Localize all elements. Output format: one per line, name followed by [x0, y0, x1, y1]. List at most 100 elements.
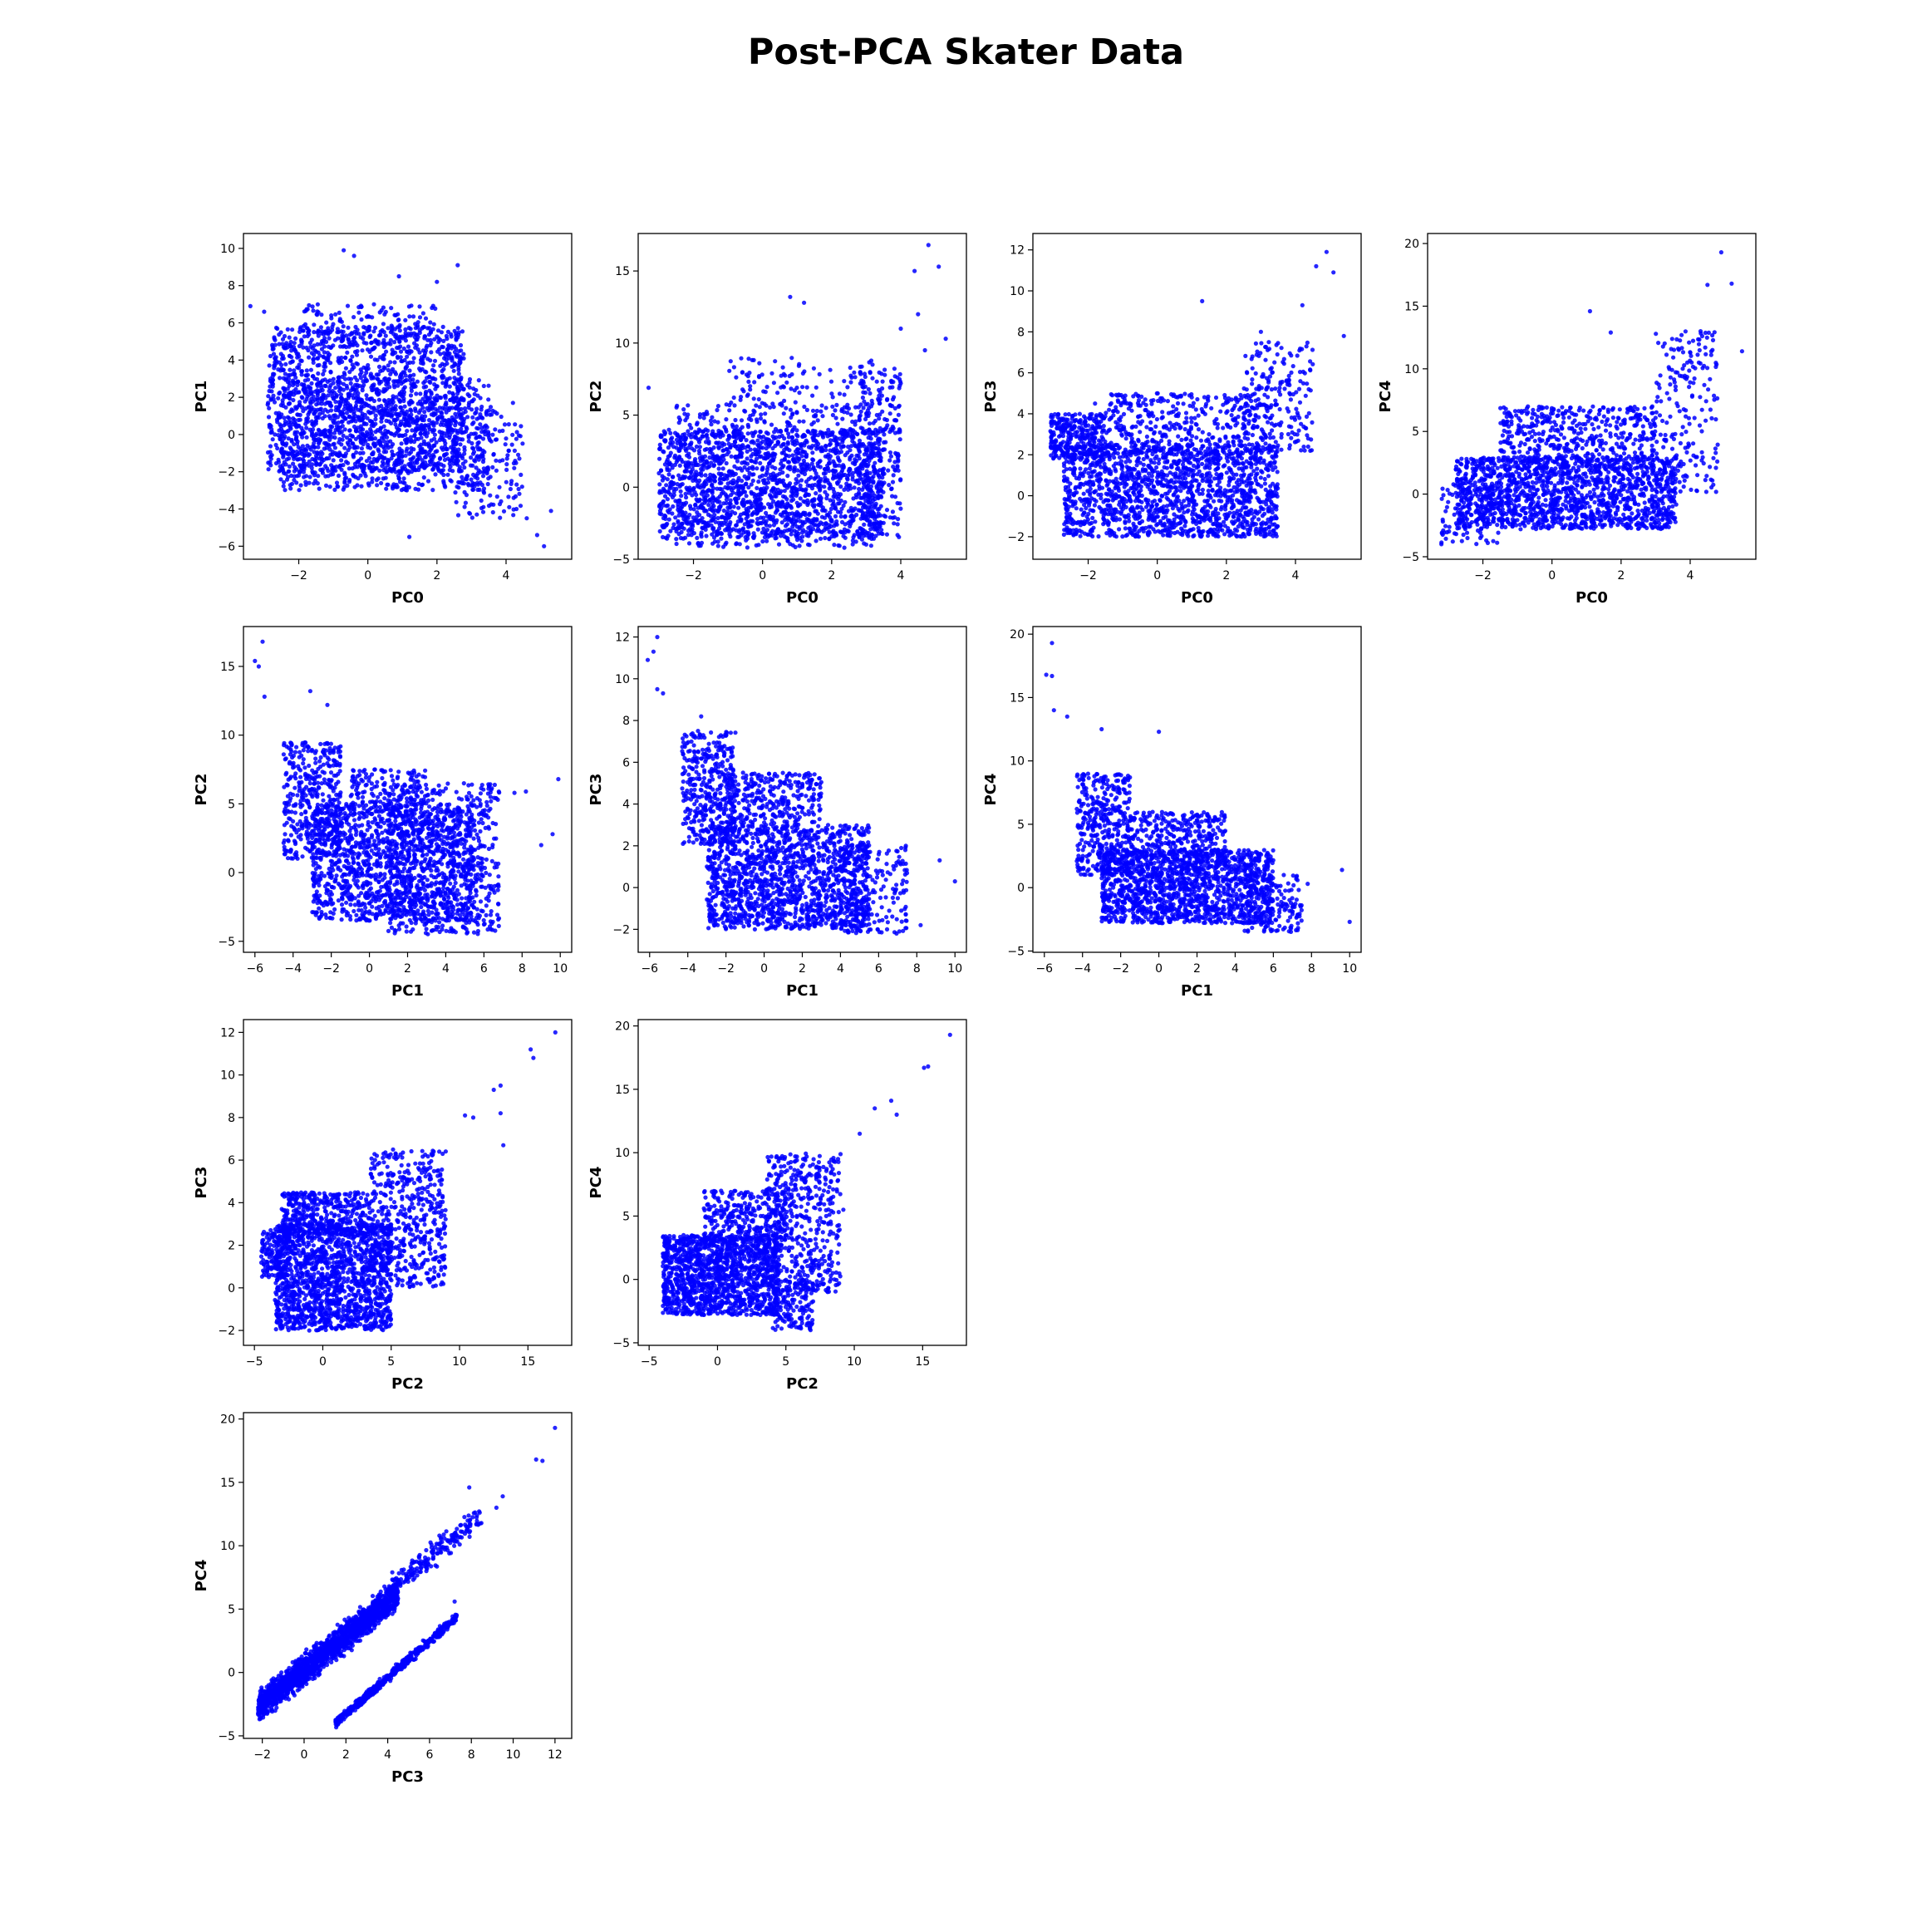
scatter-point: [406, 344, 411, 349]
scatter-point: [420, 414, 425, 419]
scatter-point: [856, 490, 862, 495]
scatter-point: [744, 529, 749, 534]
scatter-point: [835, 509, 841, 514]
scatter-point: [288, 426, 293, 431]
scatter-point: [303, 421, 308, 426]
scatter-point: [370, 383, 375, 388]
scatter-point: [423, 455, 428, 460]
scatter-point: [706, 502, 711, 508]
scatter-point: [331, 466, 336, 471]
scatter-point: [430, 303, 435, 308]
scatter-point: [763, 411, 768, 416]
scatter-point: [763, 489, 768, 495]
scatter-point: [408, 407, 413, 412]
scatter-point: [794, 493, 799, 499]
scatter-point: [355, 465, 360, 469]
scatter-point: [447, 390, 452, 395]
scatter-point: [700, 483, 705, 488]
scatter-point: [455, 460, 460, 465]
scatter-point: [739, 437, 744, 443]
scatter-point: [429, 438, 434, 443]
scatter-point: [474, 387, 479, 393]
scatter-point: [761, 435, 766, 440]
scatter-point: [820, 414, 825, 419]
scatter-point: [450, 430, 455, 435]
scatter-point: [453, 490, 458, 495]
scatter-point: [791, 515, 796, 520]
scatter-point: [332, 487, 337, 493]
scatter-point: [297, 469, 302, 475]
scatter-point: [519, 472, 524, 478]
scatter-point: [321, 392, 326, 397]
scatter-point: [376, 364, 382, 369]
scatter-point: [297, 343, 302, 349]
scatter-point: [360, 348, 365, 353]
scatter-point: [415, 487, 421, 492]
scatter-point: [361, 420, 366, 425]
scatter-point: [873, 501, 878, 507]
scatter-point: [405, 354, 410, 359]
scatter-point: [728, 498, 733, 503]
scatter-point: [467, 376, 473, 382]
scatter-point: [474, 435, 479, 440]
scatter-point: [316, 350, 321, 355]
scatter-point: [825, 455, 830, 460]
scatter-point: [401, 396, 406, 401]
scatter-point: [285, 327, 290, 332]
scatter-point: [376, 397, 381, 402]
scatter-point: [486, 397, 491, 402]
scatter-point: [404, 485, 409, 491]
scatter-point: [663, 535, 668, 540]
scatter-point: [810, 444, 815, 449]
scatter-point: [797, 419, 802, 424]
scatter-point: [693, 460, 698, 465]
scatter-point: [693, 518, 698, 523]
scatter-point: [439, 330, 445, 335]
scatter-point: [360, 462, 365, 467]
scatter-point: [696, 437, 701, 442]
scatter-point: [840, 416, 845, 421]
scatter-point: [347, 466, 351, 471]
scatter-point: [811, 435, 816, 440]
scatter-point: [782, 436, 787, 441]
scatter-point: [389, 323, 394, 328]
scatter-point: [882, 447, 887, 452]
scatter-point: [313, 419, 318, 424]
scatter-point: [388, 360, 393, 365]
scatter-point: [342, 403, 347, 409]
scatter-point: [828, 518, 833, 524]
scatter-point: [458, 442, 463, 447]
scatter-point: [455, 326, 460, 331]
scatter-point: [676, 420, 681, 425]
scatter-point: [399, 389, 405, 394]
scatter-point: [343, 397, 348, 402]
scatter-point: [698, 504, 703, 509]
scatter-point: [728, 359, 733, 364]
scatter-point: [392, 433, 397, 438]
scatter-point: [686, 451, 691, 456]
scatter-point: [474, 454, 480, 459]
scatter-point: [689, 431, 695, 437]
scatter-point: [341, 324, 346, 329]
scatter-point: [712, 498, 717, 503]
scatter-point: [756, 446, 761, 451]
scatter-point: [452, 381, 458, 386]
axes-frame: [243, 233, 573, 560]
scatter-point: [280, 353, 285, 358]
scatter-point: [831, 494, 836, 499]
scatter-point: [822, 484, 827, 489]
scatter-point: [755, 520, 760, 526]
scatter-point: [327, 428, 332, 434]
scatter-point: [469, 407, 474, 412]
scatter-point: [429, 459, 434, 464]
scatter-point: [699, 491, 704, 496]
scatter-point: [882, 372, 887, 377]
scatter-point: [501, 509, 507, 514]
scatter-point: [883, 440, 888, 445]
scatter-point: [437, 395, 443, 400]
scatter-point: [679, 445, 684, 450]
scatter-point: [311, 374, 316, 379]
scatter-point: [815, 474, 821, 479]
scatter-point: [678, 438, 683, 443]
scatter-point: [843, 522, 848, 527]
